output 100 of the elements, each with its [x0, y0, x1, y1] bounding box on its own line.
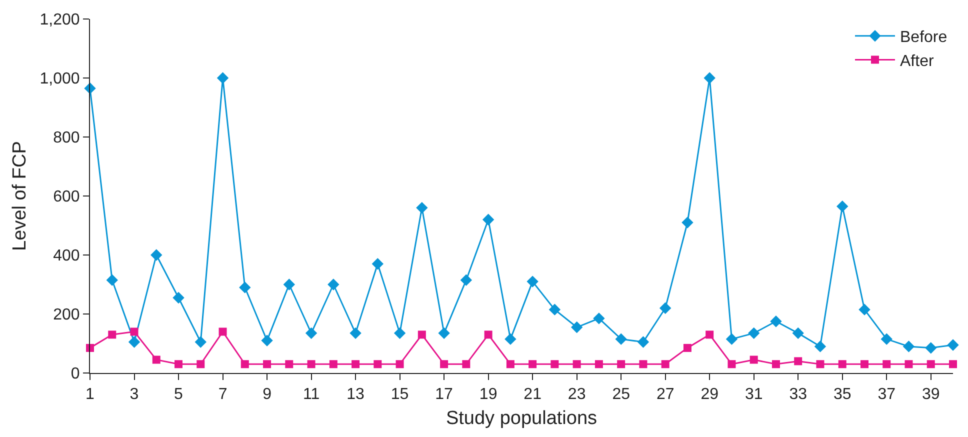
point — [615, 333, 627, 345]
point — [704, 72, 716, 84]
point — [526, 276, 538, 288]
x-tick-label: 11 — [302, 386, 320, 404]
point — [218, 328, 227, 336]
point — [949, 360, 957, 368]
point — [261, 334, 273, 346]
point — [528, 360, 537, 368]
point — [838, 360, 846, 368]
point — [106, 274, 118, 286]
point — [904, 360, 913, 368]
x-tick-label: 31 — [744, 386, 763, 404]
point — [925, 342, 937, 354]
point — [594, 360, 603, 368]
point — [396, 360, 404, 368]
legend-label: Before — [900, 29, 948, 46]
point — [108, 330, 116, 339]
y-tick-label: 0 — [70, 366, 80, 383]
point — [926, 360, 935, 368]
x-tick-label: 23 — [568, 386, 586, 404]
point — [196, 360, 205, 368]
point — [239, 282, 251, 294]
point — [172, 292, 184, 304]
point — [329, 360, 338, 368]
point — [726, 333, 738, 345]
point — [683, 344, 692, 352]
x-tick-label: 13 — [346, 386, 365, 404]
point — [394, 327, 406, 340]
point — [548, 304, 561, 316]
x-tick-label: 3 — [130, 386, 139, 404]
x-tick-label: 1 — [86, 386, 95, 404]
point — [484, 330, 492, 339]
x-tick-label: 27 — [656, 386, 674, 404]
point — [770, 316, 782, 328]
point — [174, 360, 183, 368]
point — [438, 327, 450, 340]
x-tick-label: 29 — [700, 386, 719, 404]
point — [374, 360, 382, 368]
y-tick-label: 1,000 — [40, 70, 80, 88]
point — [572, 360, 581, 368]
point — [350, 327, 362, 340]
x-tick-label: 33 — [789, 386, 808, 404]
point — [860, 360, 868, 368]
y-tick-label: 600 — [53, 188, 80, 206]
point — [418, 330, 426, 339]
point — [682, 216, 694, 228]
y-axis-title: Level of FCP — [10, 141, 31, 251]
x-tick-label: 9 — [262, 386, 272, 404]
point — [152, 356, 160, 364]
point — [128, 336, 140, 348]
point — [637, 336, 650, 348]
point — [772, 360, 780, 368]
x-tick-label: 37 — [878, 386, 896, 404]
y-tick-label: 1,200 — [40, 12, 80, 29]
point — [372, 258, 384, 270]
point — [858, 304, 870, 316]
point — [814, 340, 826, 352]
point — [194, 336, 206, 348]
point — [792, 327, 804, 340]
point — [617, 360, 626, 368]
point — [902, 340, 915, 352]
point — [593, 312, 605, 324]
point — [816, 360, 824, 368]
x-tick-label: 17 — [435, 386, 454, 404]
point — [305, 327, 318, 340]
point — [416, 202, 428, 214]
x-tick-label: 25 — [612, 386, 630, 404]
point — [706, 330, 714, 339]
x-tick-label: 15 — [390, 386, 409, 404]
x-tick-label: 5 — [174, 386, 184, 404]
point — [506, 360, 514, 368]
point — [482, 214, 494, 226]
point — [748, 327, 760, 340]
x-tick-label: 21 — [524, 386, 542, 404]
point — [659, 302, 672, 314]
point — [947, 339, 959, 351]
point — [440, 360, 448, 368]
point — [639, 360, 648, 368]
point — [130, 328, 138, 336]
point — [216, 72, 229, 84]
point — [307, 360, 316, 368]
point — [460, 274, 472, 286]
y-tick-label: 200 — [53, 306, 80, 324]
point — [462, 360, 470, 368]
point — [882, 360, 891, 368]
point — [328, 278, 340, 290]
x-tick-label: 19 — [479, 386, 498, 404]
point — [728, 360, 736, 368]
point — [352, 360, 360, 368]
point — [794, 357, 802, 366]
legend-label: After — [900, 52, 934, 70]
point — [263, 360, 272, 368]
x-tick-label: 35 — [833, 386, 852, 404]
point — [570, 321, 583, 334]
point — [504, 333, 516, 345]
y-tick-label: 400 — [53, 248, 80, 265]
x-tick-label: 39 — [922, 386, 940, 404]
point — [285, 360, 294, 368]
y-tick-label: 800 — [53, 130, 80, 147]
point — [750, 356, 758, 364]
